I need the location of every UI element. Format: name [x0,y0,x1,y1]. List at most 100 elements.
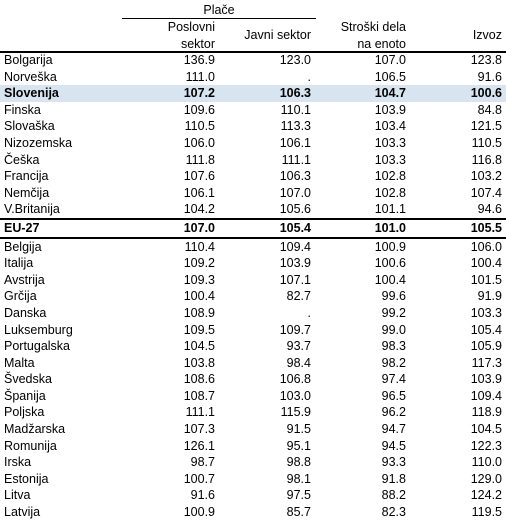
country-name: Francija [4,169,49,184]
country-name: V.Britanija [4,202,60,217]
javni-value: 107.0 [279,185,311,200]
javni-value: 113.3 [280,119,311,134]
javni-value: 85.7 [286,505,311,520]
table-row: Malta 103.8 98.4 98.2 117.3 [0,355,506,372]
stroski-value: 104.7 [374,86,406,101]
stroski-value: 103.9 [374,102,406,117]
country-name: Avstrija [4,272,45,287]
country-name: Slovenija [4,86,59,101]
table-row: Slovenija 107.2 106.3 104.7 100.6 [0,85,506,102]
izvoz-value: 100.4 [470,256,502,271]
stroski-value: 96.5 [381,388,406,403]
izvoz-value: 110.5 [471,135,502,150]
stroski-value: 99.6 [381,289,406,304]
table-row: Norveška 111.0. 106.5 91.6 [0,69,506,86]
table-row: Nemčija 106.1 107.0 102.8 107.4 [0,185,506,202]
poslovni-value: 109.2 [183,256,215,271]
poslovni-value: 100.9 [183,505,215,520]
poslovni-value: 103.8 [183,355,215,370]
stroski-value: 97.4 [381,372,406,387]
poslovni-value: 98.7 [190,455,215,470]
country-name: Madžarska [4,422,66,437]
javni-value: 103.9 [279,256,311,271]
stroski-value: 103.3 [374,152,406,167]
javni-value: 98.4 [286,355,311,370]
stroski-value: 96.2 [381,405,406,420]
country-name: EU-27 [4,220,40,235]
javni-value: 109.7 [279,322,311,337]
table-row: Bolgarija 136.9 123.0 107.0 123.8 [0,52,506,69]
poslovni-value: 111.8 [185,152,215,167]
poslovni-value: 91.6 [190,488,215,503]
izvoz-value: 123.8 [470,53,502,67]
table-row: Irska 98.7 98.8 93.3 110.0 [0,454,506,471]
izvoz-value: 105.5 [470,220,502,235]
header-poslovni-line2: sektor [180,36,215,51]
country-name: Litva [4,488,31,503]
table-row: Poljska 111.1 115.9 96.2 118.9 [0,404,506,421]
table-row: Nizozemska 106.0 106.1 103.3 110.5 [0,135,506,152]
table-row: Danska 108.9. 99.2 103.3 [0,305,506,322]
stroski-value: 101.1 [374,202,406,217]
javni-value: 106.1 [279,135,311,150]
country-name: Malta [4,355,35,370]
header-stroski-line1: Stroški dela [340,20,406,34]
stroski-value: 106.5 [374,69,406,84]
table-row: Latvija 100.9 85.7 82.3 119.5 [0,504,506,521]
izvoz-value: 101.5 [470,272,502,287]
javni-value: 110.1 [280,102,311,117]
poslovni-value: 108.9 [183,305,215,320]
javni-value: 91.5 [286,422,311,437]
izvoz-value: 121.5 [470,119,502,134]
table-row: Slovaška 110.5 113.3 103.4 121.5 [0,118,506,135]
izvoz-value: 118.9 [471,405,502,420]
country-name: Irska [4,455,32,470]
javni-value: 107.1 [279,272,311,287]
table-row: Romunija 126.1 95.1 94.5 122.3 [0,438,506,455]
poslovni-value: 108.7 [183,388,215,403]
country-name: Estonija [4,471,49,486]
country-name: Norveška [4,69,57,84]
javni-value: 105.4 [279,220,311,235]
stroski-value: 91.8 [381,471,406,486]
table-row: Estonija 100.7 98.1 91.8 129.0 [0,471,506,488]
poslovni-value: 107.0 [183,220,215,235]
izvoz-value: 119.5 [471,505,502,520]
izvoz-value: 91.9 [477,289,502,304]
country-name: Nizozemska [4,135,73,150]
country-name: Bolgarija [4,53,53,67]
country-name: Poljska [4,405,45,420]
izvoz-value: 105.9 [470,339,502,354]
javni-value: 103.0 [279,388,311,403]
stroski-value: 98.3 [381,339,406,354]
javni-value: 95.1 [286,438,311,453]
poslovni-value: 111.1 [185,405,215,420]
javni-value: 115.9 [280,405,311,420]
stroski-value: 100.9 [374,239,406,254]
stroski-value: 99.2 [381,305,406,320]
javni-value: 105.6 [279,202,311,217]
poslovni-value: 109.6 [183,102,215,117]
header-javni-sektor: Javni sektor [244,28,311,42]
izvoz-value: 105.4 [470,322,502,337]
javni-value: 109.4 [279,239,311,254]
header-poslovni-line1: Poslovni [167,20,215,34]
poslovni-value: 107.3 [183,422,215,437]
javni-value: 98.1 [286,471,311,486]
izvoz-value: 104.5 [470,422,502,437]
country-name: Nemčija [4,185,50,200]
javni-value: 98.8 [286,455,311,470]
javni-value: 97.5 [286,488,311,503]
country-name: Portugalska [4,339,71,354]
izvoz-value: 91.6 [477,69,502,84]
poslovni-value: 110.4 [184,239,215,254]
stroski-value: 82.3 [381,505,406,520]
poslovni-value: 109.3 [183,272,215,287]
table-row: Grčija 100.4 82.7 99.6 91.9 [0,288,506,305]
country-name: Luksemburg [4,322,73,337]
table-row: Madžarska 107.3 91.5 94.7 104.5 [0,421,506,438]
javni-value: . [307,305,311,320]
stroski-value: 102.8 [374,169,406,184]
stroski-value: 94.5 [381,438,406,453]
country-name: Belgija [4,239,42,254]
